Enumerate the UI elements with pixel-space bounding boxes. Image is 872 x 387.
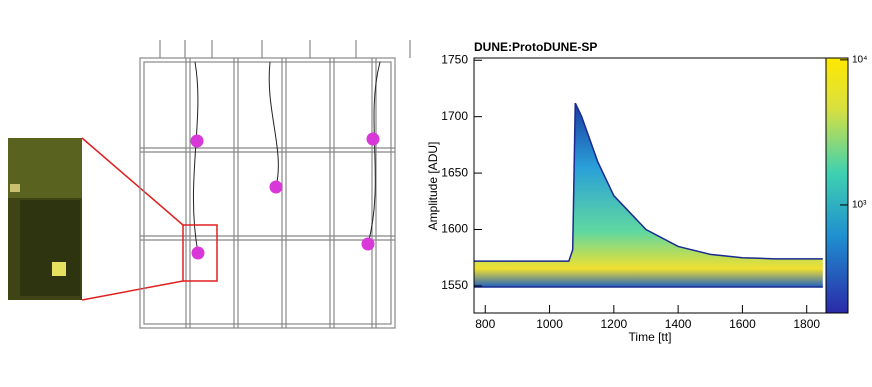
y-tick-label: 1550 [441,278,468,292]
sensor-dots [190,132,380,260]
x-tick-label: 800 [475,317,495,331]
chart-title: DUNE:ProtoDUNE-SP [474,40,597,54]
y-axis-label: Amplitude [ADU] [426,142,440,231]
zoom-box [182,224,218,282]
zoom-line [81,137,184,226]
plot [474,102,823,288]
photo-inset [8,138,82,300]
y-tick-label: 1750 [441,52,468,66]
x-tick-label: 1400 [665,317,692,331]
x-tick-label: 1200 [600,317,627,331]
colorbar [825,57,849,314]
density-area [474,103,823,288]
z-tick-label: 10³ [852,200,867,211]
x-tick-label: 1600 [729,317,756,331]
y-tick-label: 1650 [441,165,468,179]
x-tick-label: 1000 [536,317,563,331]
zoom-line [81,280,184,301]
y-tick-label: 1700 [441,109,468,123]
y-tick-label: 1600 [441,222,468,236]
x-tick-label: 1800 [793,317,820,331]
x-axis-label: Time [tt] [629,330,672,344]
envelope-line [474,102,823,262]
z-tick-label: 10⁴ [852,55,867,66]
frame-drawing [139,40,411,329]
